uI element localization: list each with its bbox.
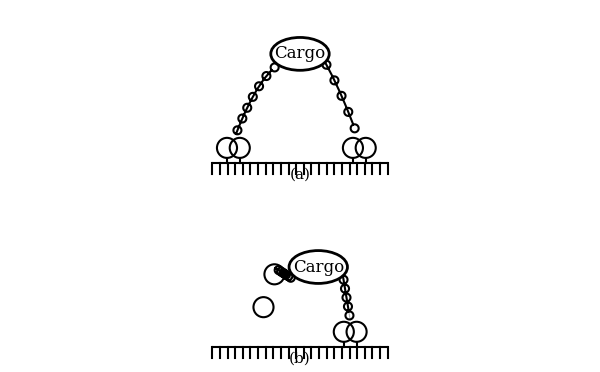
Text: Cargo: Cargo	[274, 45, 326, 62]
Text: Cargo: Cargo	[293, 259, 344, 276]
Text: (a): (a)	[290, 168, 311, 182]
Text: (b): (b)	[289, 352, 311, 366]
Ellipse shape	[289, 251, 347, 283]
Ellipse shape	[271, 38, 329, 70]
